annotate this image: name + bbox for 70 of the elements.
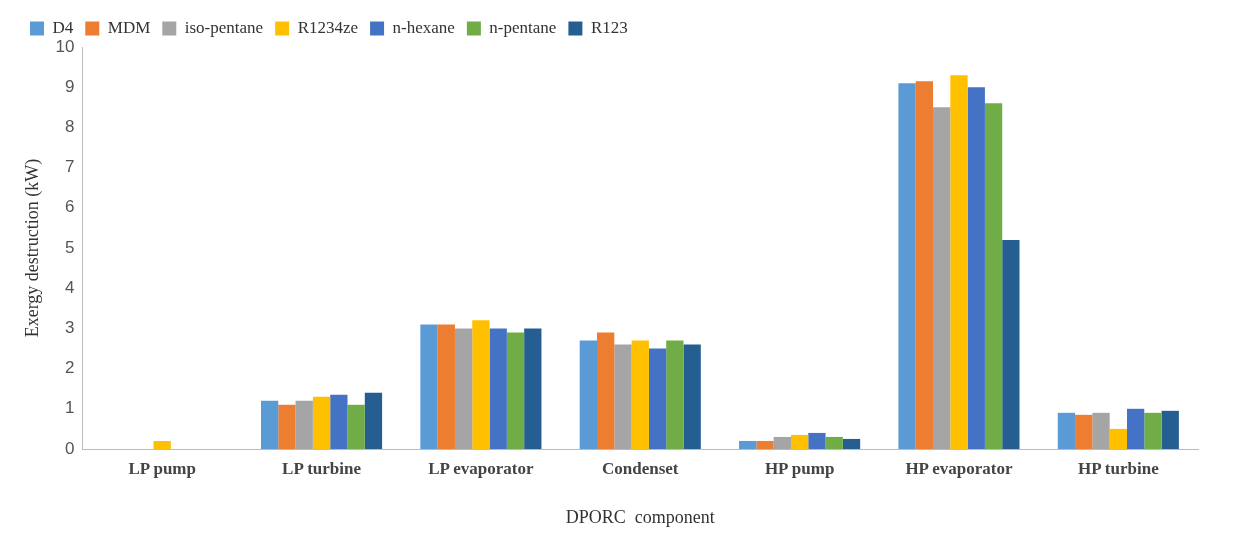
bar bbox=[524, 328, 542, 449]
bar bbox=[1109, 428, 1127, 449]
bar bbox=[933, 107, 951, 449]
bar bbox=[489, 328, 507, 449]
bar bbox=[506, 332, 525, 449]
bar bbox=[1144, 412, 1162, 449]
x-tick-label: LP evaporator bbox=[428, 458, 534, 478]
bar bbox=[1057, 412, 1076, 449]
y-tick-label: 5 bbox=[65, 237, 75, 257]
x-tick-label: HP turbine bbox=[1077, 458, 1160, 478]
bar bbox=[773, 436, 791, 449]
legend-label: iso-pentane bbox=[184, 17, 264, 37]
bar bbox=[1161, 410, 1179, 449]
y-tick-label: 3 bbox=[65, 318, 75, 338]
bar bbox=[950, 75, 968, 449]
y-tick-label: 0 bbox=[65, 438, 75, 458]
legend-label: R1234ze bbox=[297, 17, 359, 37]
bar bbox=[984, 103, 1003, 449]
bar bbox=[437, 324, 455, 449]
bar bbox=[898, 83, 916, 449]
y-tick-label: 1 bbox=[65, 398, 75, 418]
bar bbox=[967, 87, 985, 449]
x-tick-label: HP pump bbox=[764, 458, 835, 478]
legend-label: D4 bbox=[52, 17, 74, 37]
bar bbox=[842, 438, 861, 449]
bar bbox=[153, 440, 171, 449]
x-tick-label: LP pump bbox=[128, 458, 196, 478]
bar bbox=[579, 340, 597, 449]
x-tick-label: LP turbine bbox=[282, 458, 362, 478]
bar bbox=[312, 396, 331, 449]
bar bbox=[915, 81, 934, 449]
bar bbox=[278, 404, 296, 449]
bar bbox=[614, 344, 632, 449]
bar bbox=[260, 400, 279, 449]
bar bbox=[666, 340, 684, 449]
bar bbox=[454, 328, 473, 449]
bar bbox=[330, 394, 348, 449]
bar bbox=[631, 340, 649, 449]
bar bbox=[1002, 239, 1020, 449]
bar bbox=[1075, 414, 1093, 449]
legend-label: n-pentane bbox=[489, 17, 557, 37]
x-axis-title: DPORC component bbox=[565, 506, 715, 527]
y-tick-label: 9 bbox=[65, 76, 75, 96]
bar bbox=[1126, 408, 1145, 449]
x-tick-label: HP evaporator bbox=[905, 458, 1014, 478]
x-tick-label: Condenset bbox=[602, 458, 679, 478]
legend-label: MDM bbox=[107, 17, 151, 37]
bar bbox=[790, 434, 809, 449]
bar bbox=[597, 332, 615, 449]
bar bbox=[808, 432, 826, 449]
y-axis-title: Exergy destruction (kW) bbox=[21, 158, 43, 338]
bar bbox=[683, 344, 701, 449]
y-tick-label: 7 bbox=[65, 157, 75, 177]
bar bbox=[825, 436, 843, 449]
bar bbox=[295, 400, 313, 449]
y-tick-label: 4 bbox=[65, 277, 75, 297]
bar bbox=[739, 440, 757, 449]
bar bbox=[1092, 412, 1110, 449]
bar bbox=[420, 324, 438, 449]
legend-label: n-hexane bbox=[392, 17, 455, 37]
y-tick-label: 8 bbox=[65, 117, 75, 137]
y-tick-label: 10 bbox=[55, 36, 75, 56]
bar bbox=[364, 392, 383, 449]
bar bbox=[756, 440, 774, 449]
bar bbox=[648, 348, 667, 449]
legend-label: R123 bbox=[590, 17, 628, 37]
bar bbox=[347, 404, 365, 449]
y-tick-label: 2 bbox=[65, 358, 75, 378]
y-tick-label: 6 bbox=[65, 197, 75, 217]
bar bbox=[472, 320, 490, 449]
